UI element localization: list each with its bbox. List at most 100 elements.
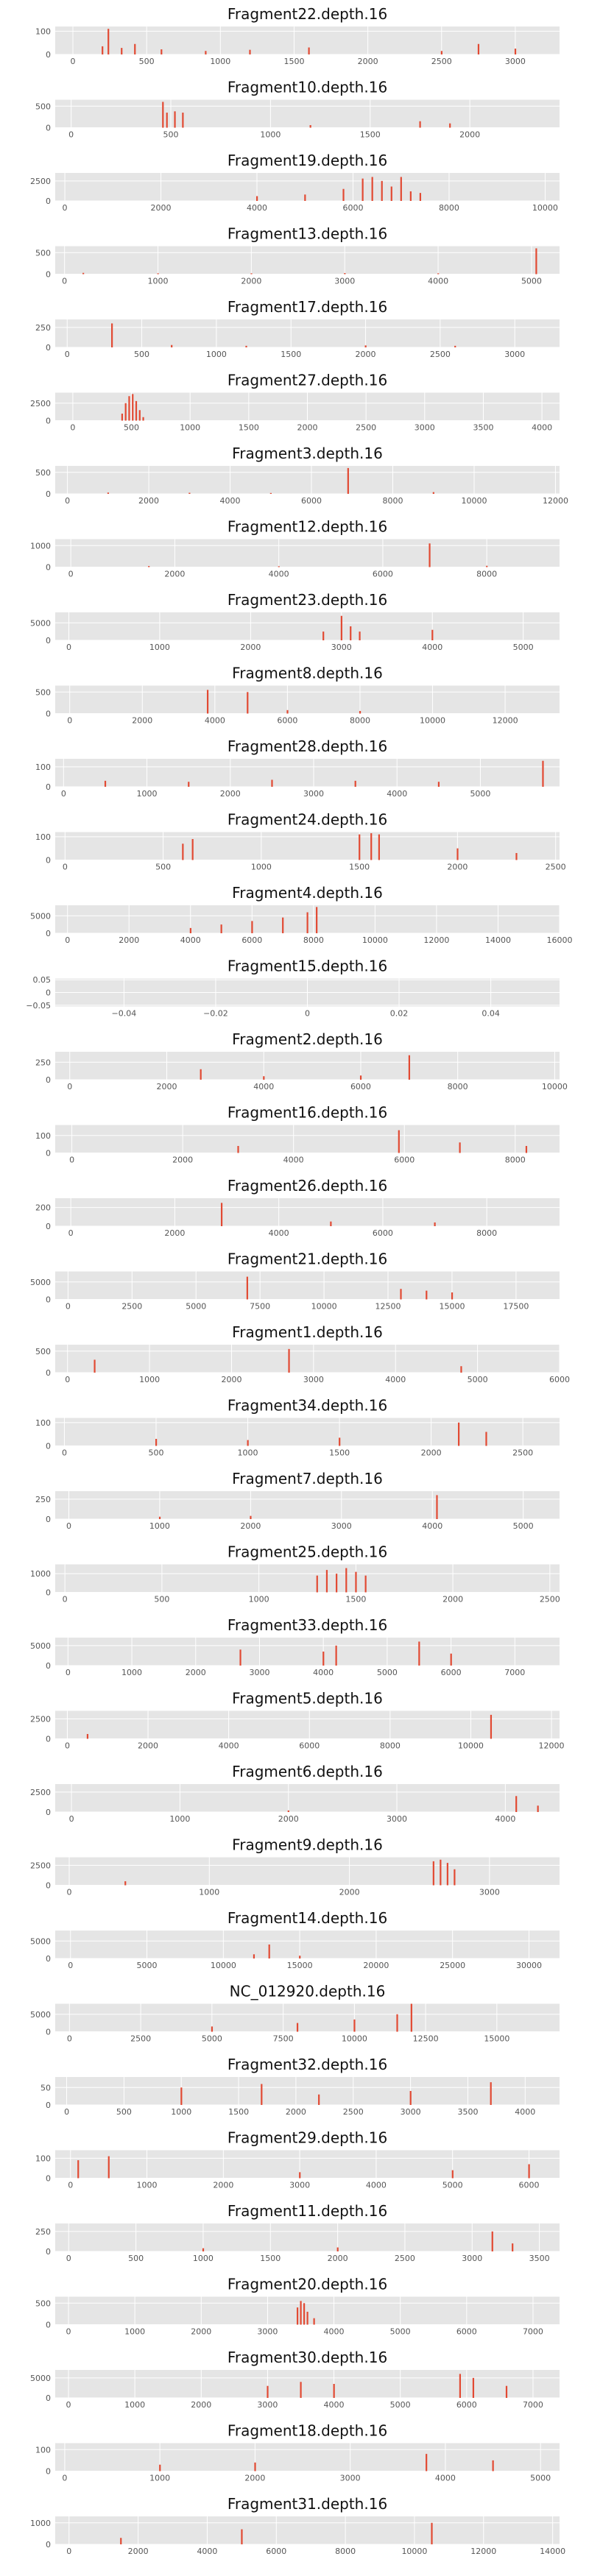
y-tick-label: 0 bbox=[46, 2321, 51, 2330]
coverage-bar bbox=[428, 543, 431, 567]
plot-area bbox=[55, 1710, 560, 1739]
coverage-bar bbox=[354, 780, 356, 787]
coverage-bar bbox=[180, 2087, 183, 2105]
x-tick-label: 1000 bbox=[249, 1595, 269, 1604]
plot-area bbox=[55, 612, 560, 640]
y-tick-label: 1000 bbox=[30, 541, 51, 551]
coverage-bar bbox=[318, 2094, 320, 2105]
subplot: Fragment24.depth.16 0 500 1000 1500 2000 2500 0… bbox=[35, 811, 566, 872]
x-tick-label: 8000 bbox=[383, 496, 403, 506]
subplot-title: Fragment32.depth.16 bbox=[228, 2056, 387, 2073]
y-tick-label: 0 bbox=[46, 343, 51, 353]
subplot: Fragment12.depth.16 0 2000 4000 6000 8000 0 100… bbox=[30, 518, 560, 579]
coverage-bar bbox=[437, 782, 440, 787]
y-tick-label: 0 bbox=[46, 1808, 51, 1817]
x-tick-label: 4000 bbox=[205, 716, 225, 726]
x-tick-label: 3000 bbox=[334, 277, 355, 286]
x-tick-label: 2000 bbox=[358, 57, 378, 66]
coverage-bar bbox=[94, 1359, 96, 1373]
coverage-bar bbox=[309, 124, 311, 128]
x-tick-label: 17500 bbox=[503, 1302, 529, 1312]
x-tick-label: 1500 bbox=[260, 2254, 281, 2263]
subplot: Fragment28.depth.160 1000 2000 3000 4000 5000… bbox=[35, 737, 560, 799]
coverage-bar bbox=[120, 2538, 122, 2544]
x-tick-label: 2000 bbox=[138, 1741, 158, 1751]
y-tick-label: 0 bbox=[46, 1222, 51, 1231]
coverage-bar bbox=[246, 1276, 248, 1300]
plot-area bbox=[55, 2077, 560, 2105]
subplot: Fragment5.depth.16 0 2000 4000 6000 8000 10000… bbox=[30, 1690, 565, 1751]
x-tick-label: 2000 bbox=[119, 935, 139, 945]
coverage-bar bbox=[446, 1863, 448, 1886]
x-tick-label: 10000 bbox=[461, 496, 487, 506]
coverage-bar bbox=[162, 102, 164, 128]
y-tick-label: 100 bbox=[35, 26, 51, 36]
plot-area bbox=[55, 1491, 560, 1519]
x-tick-label: 2500 bbox=[121, 1302, 142, 1312]
x-tick-label: 8000 bbox=[335, 2547, 356, 2556]
x-tick-label: 0 bbox=[67, 2034, 72, 2044]
x-tick-label: 15000 bbox=[287, 1961, 313, 1970]
x-tick-label: 12000 bbox=[493, 716, 518, 726]
subplot-title: Fragment9.depth.16 bbox=[232, 1836, 383, 1854]
coverage-bar bbox=[456, 848, 459, 860]
x-tick-label: 10000 bbox=[458, 1741, 484, 1751]
y-tick-label: 0 bbox=[46, 1149, 51, 1158]
subplot: Fragment11.depth.160 500 1000 1500 2000 2500 3… bbox=[35, 2202, 560, 2263]
x-tick-label: 10000 bbox=[401, 2547, 427, 2556]
subplot: Fragment8.depth.16 0 2000 4000 6000 8000 10000… bbox=[35, 665, 560, 726]
x-tick-label: 1500 bbox=[239, 423, 259, 433]
x-tick-label: 3000 bbox=[504, 350, 525, 359]
coverage-bar bbox=[342, 188, 345, 201]
coverage-bar bbox=[459, 2374, 462, 2398]
coverage-bar bbox=[390, 186, 392, 201]
x-tick-label: 0 bbox=[63, 1595, 68, 1604]
x-tick-label: 4000 bbox=[269, 1228, 289, 1238]
subplot: Fragment21.depth.16 0 2500 5000 7500 10000 125… bbox=[30, 1250, 560, 1312]
plot-area bbox=[55, 2150, 560, 2179]
plot-area bbox=[55, 2370, 560, 2398]
coverage-bar bbox=[426, 2454, 428, 2471]
plot-area bbox=[55, 1638, 560, 1666]
x-tick-label: 6000 bbox=[549, 1375, 570, 1384]
y-tick-label: 0.05 bbox=[33, 975, 52, 985]
x-tick-label: 1000 bbox=[139, 1375, 160, 1384]
y-tick-label: 5000 bbox=[30, 618, 51, 628]
x-tick-label: 2500 bbox=[431, 57, 452, 66]
x-tick-label: 3000 bbox=[505, 57, 526, 66]
coverage-bar bbox=[159, 2464, 161, 2471]
y-tick-label: 0 bbox=[46, 2247, 51, 2257]
coverage-bar bbox=[398, 1130, 400, 1153]
x-tick-label: 2500 bbox=[395, 2254, 415, 2263]
coverage-bar bbox=[515, 1796, 518, 1812]
plot-area bbox=[55, 173, 560, 201]
y-tick-label: 100 bbox=[35, 2445, 51, 2455]
x-tick-label: 2000 bbox=[191, 2400, 211, 2410]
x-tick-label: 3500 bbox=[473, 423, 493, 433]
coverage-bar bbox=[174, 111, 176, 128]
coverage-bar bbox=[454, 1869, 456, 1886]
x-tick-label: 0 bbox=[64, 2107, 69, 2117]
x-tick-label: 2000 bbox=[297, 423, 318, 433]
subplot-title: Fragment23.depth.16 bbox=[228, 591, 387, 609]
x-tick-label: 1000 bbox=[137, 2181, 158, 2190]
y-tick-label: 1000 bbox=[30, 2519, 51, 2528]
coverage-bar bbox=[361, 178, 364, 201]
x-tick-label: 4000 bbox=[428, 277, 448, 286]
coverage-bar bbox=[419, 121, 421, 128]
x-tick-label: 25000 bbox=[440, 1961, 465, 1970]
coverage-bar bbox=[304, 194, 306, 201]
y-tick-label: 100 bbox=[35, 762, 51, 772]
coverage-bar bbox=[460, 1366, 462, 1373]
coverage-bar bbox=[490, 1714, 493, 1739]
coverage-bar bbox=[171, 344, 173, 347]
coverage-bar bbox=[256, 196, 258, 201]
coverage-bar bbox=[316, 907, 318, 933]
subplot-title: Fragment6.depth.16 bbox=[232, 1763, 383, 1780]
x-tick-label: 1500 bbox=[283, 57, 304, 66]
subplot: Fragment30.depth.16 0 1000 2000 3000 4000 5000… bbox=[30, 2349, 560, 2410]
coverage-bar bbox=[205, 51, 207, 54]
x-tick-label: 6000 bbox=[518, 2181, 539, 2190]
plot-area bbox=[55, 2516, 560, 2544]
